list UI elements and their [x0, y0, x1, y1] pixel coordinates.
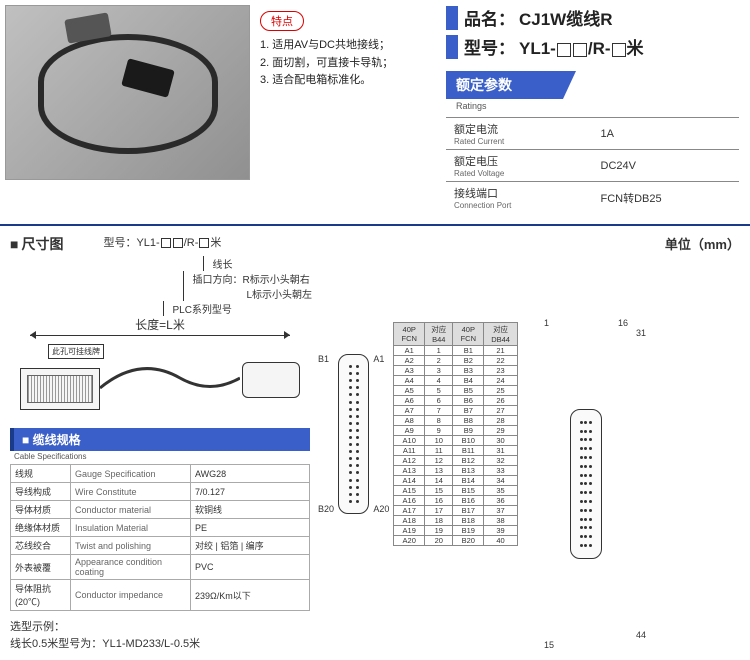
product-name-value: CJ1W缆线R [519, 5, 613, 30]
product-name-label: 品名： [464, 5, 515, 30]
model-label: 型号： [464, 34, 515, 59]
dim-44: 44 [636, 630, 646, 640]
length-label: 长度=L米 [30, 316, 290, 336]
model-row: 型号： YL1-/R-米 [446, 34, 739, 59]
right-connector-area: 16 31 1 15 44 [526, 316, 646, 652]
cable-spec-table: 线规Gauge SpecificationAWG28导线构成Wire Const… [10, 464, 310, 611]
hole-note: 此孔可挂线牌 [48, 344, 104, 359]
example-text: 选型示例： 线长0.5米型号为：YL1-MD233/L-0.5米 [10, 619, 310, 652]
unit-label: 单位（mm） [665, 234, 740, 253]
decode-model-label: 型号：YL1-/R-米 [103, 237, 221, 249]
dimension-section: 尺寸图 型号：YL1-/R-米 线长 插口方向：R标示小头朝右 L标示小头朝左 … [0, 226, 750, 660]
pin-mapping-table: 40P FCN对应B4440P FCN对应DB44 A11B121A22B222… [393, 322, 518, 546]
dimension-title: 尺寸图 [10, 234, 63, 254]
cable-spec-sub: Cable Specifications [14, 452, 310, 461]
top-section: 特点 1. 适用AV与DC共地接线； 2. 面切割，可直接卡导轨； 3. 适合配… [0, 0, 750, 218]
product-name-row: 品名： CJ1W缆线R [446, 5, 739, 30]
blue-marker-icon [446, 35, 458, 59]
blue-marker-icon [446, 6, 458, 30]
features-area: 特点 1. 适用AV与DC共地接线； 2. 面切割，可直接卡导轨； 3. 适合配… [250, 5, 440, 213]
decode-direction: 插口方向：R标示小头朝右 [192, 271, 664, 286]
ratings-header: 额定参数 [446, 71, 739, 99]
pin-a20: A20 [373, 504, 389, 514]
header-area: 品名： CJ1W缆线R 型号： YL1-/R-米 额定参数 Ratings 额定… [440, 5, 745, 213]
dim-1: 1 [544, 318, 549, 328]
decode-linelen: 线长 [212, 256, 664, 271]
connector-b-diagram [570, 409, 602, 559]
cable-spec-title: ■ 缆线规格 [10, 428, 310, 451]
left-diagram-area: 长度=L米 此孔可挂线牌 ■ 缆线规格 Cable Specifications… [10, 316, 310, 652]
dim-15: 15 [544, 640, 554, 650]
dim-16: 16 [618, 318, 628, 328]
model-value: YL1-/R-米 [519, 34, 644, 59]
feature-item: 1. 适用AV与DC共地接线； [260, 37, 430, 55]
model-decode-area: 型号：YL1-/R-米 线长 插口方向：R标示小头朝右 L标示小头朝左 PLC系… [103, 234, 664, 316]
center-pin-area: B1 B20 A1 A20 40P FCN对应B4440P FCN对应DB44 … [318, 316, 518, 652]
product-photo [5, 5, 250, 180]
ratings-table: 额定电流Rated Current1A额定电压Rated VoltageDC24… [446, 117, 739, 213]
connector-diagram: 此孔可挂线牌 [10, 340, 310, 420]
decode-direction-l: L标示小头朝左 [246, 286, 664, 301]
feature-item: 3. 适合配电箱标准化。 [260, 72, 430, 90]
dim-31: 31 [636, 328, 646, 338]
decode-plc: PLC系列型号 [172, 301, 664, 316]
pin-b1: B1 [318, 354, 334, 364]
connector-a-diagram [338, 354, 369, 514]
ratings-title: 额定参数 [446, 71, 576, 99]
ratings-sub: Ratings [456, 101, 739, 111]
feature-item: 2. 面切割，可直接卡导轨； [260, 55, 430, 73]
pin-a1: A1 [373, 354, 389, 364]
features-title: 特点 [260, 11, 304, 31]
pin-b20: B20 [318, 504, 334, 514]
